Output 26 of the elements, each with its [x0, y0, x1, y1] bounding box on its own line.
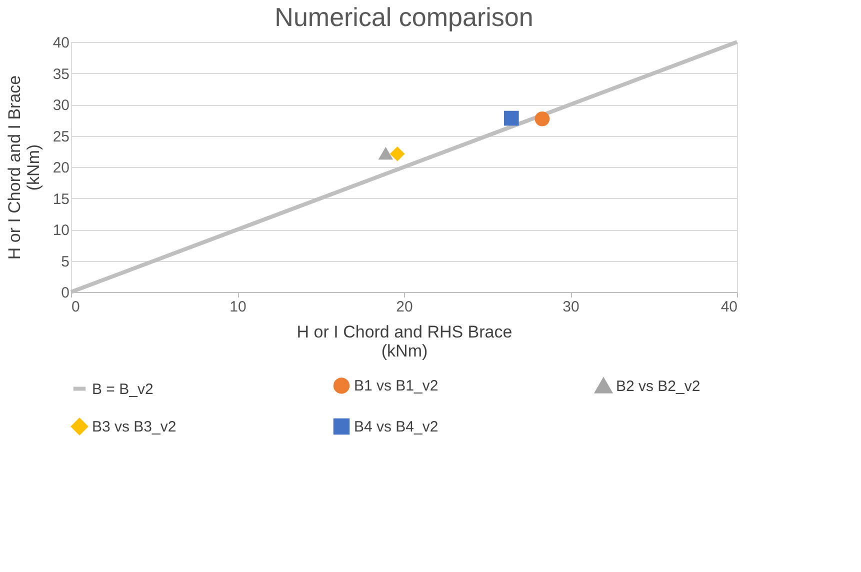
- legend-label: B2 vs B2_v2: [616, 378, 700, 396]
- x-tick-label: 30: [562, 298, 580, 316]
- y-tick-label: 25: [52, 128, 70, 146]
- x-tick-label: 0: [72, 298, 80, 316]
- point: [504, 110, 519, 126]
- legend-label: B1 vs B1_v2: [354, 378, 438, 395]
- y-tick-label: 15: [52, 190, 70, 208]
- y-tick-label: 5: [61, 253, 70, 270]
- y-tick-label: 0: [61, 284, 70, 302]
- legend-label: B = B_v2: [92, 380, 154, 398]
- y-tick-label: 20: [52, 160, 70, 176]
- x-tick-label: 40: [720, 298, 738, 316]
- x-tick-label: 10: [230, 298, 246, 316]
- point: [378, 146, 394, 160]
- y-tick-label: 30: [52, 97, 70, 114]
- x-axis-title: H or I Chord and RHS Brace (kNm): [296, 322, 512, 360]
- x-tick-label: 20: [396, 298, 413, 316]
- y-tick-label: 10: [52, 222, 70, 239]
- point: [390, 146, 405, 162]
- y-tick-label: 40: [52, 34, 70, 52]
- point: [534, 111, 550, 126]
- chart-title: Numerical comparison: [274, 2, 534, 32]
- legend-label: B3 vs B3_v2: [92, 418, 176, 436]
- legend-label: B4 vs B4_v2: [354, 418, 438, 436]
- y-tick-label: 35: [52, 66, 70, 83]
- y-axis-title: H or I Chord and I Brace (kNm): [4, 75, 43, 260]
